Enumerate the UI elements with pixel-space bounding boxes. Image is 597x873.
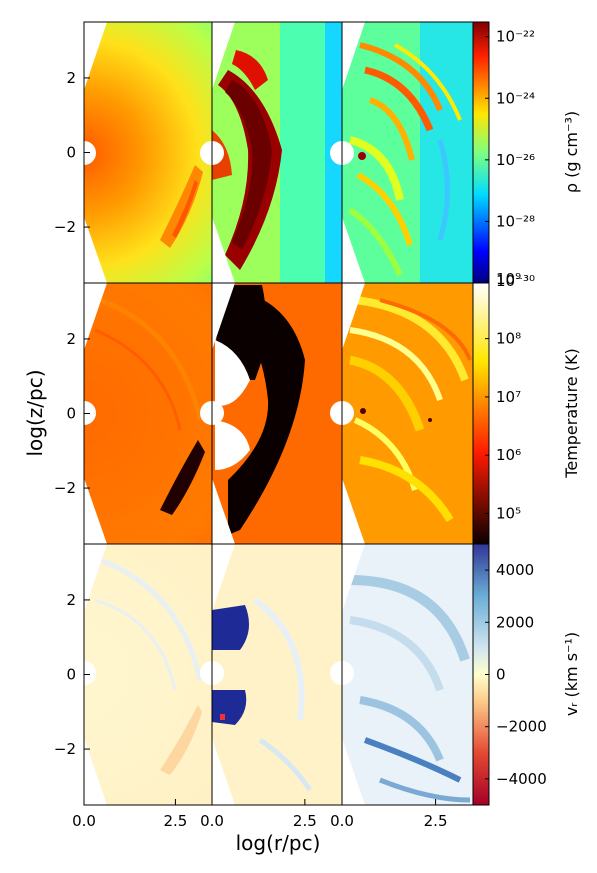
y-tick-label: −2: [54, 740, 76, 758]
colorbar-tick-label: 0: [496, 666, 506, 684]
colorbars: [472, 21, 490, 806]
y-tick-label: 0: [66, 405, 76, 423]
y-tick-label: 0: [66, 144, 76, 162]
x-axis-label: log(r/pc): [236, 831, 321, 855]
colorbar-tick-label: 10⁻²⁴: [496, 89, 535, 107]
y-tick-label: 2: [66, 591, 76, 609]
panel-velocity-1: [84, 544, 212, 805]
y-tick-label: 2: [66, 69, 76, 87]
panel-density-1: [84, 22, 212, 283]
colorbar-tick-label: 10⁻²⁸: [496, 212, 535, 230]
colorbar-temperature: [472, 282, 490, 545]
panel-temperature-2: [200, 283, 342, 544]
y-axis-label: log(z/pc): [23, 369, 47, 456]
colorbar-tick-label: 2000: [496, 613, 534, 631]
colorbar-tick-label: −2000: [496, 718, 547, 736]
colorbar-tick-label: 10⁵: [496, 505, 521, 523]
colorbar-top-label: 10⁹: [496, 270, 521, 288]
x-tick-label: 0.0: [72, 812, 96, 830]
colorbar-tick-label: −4000: [496, 770, 547, 788]
panel-temperature-1: [84, 283, 212, 544]
x-tick-label: 0.0: [330, 812, 354, 830]
colorbar-tick-label: 10⁷: [496, 388, 521, 406]
colorbar-label-temperature: Temperature (K): [562, 348, 581, 478]
panel-velocity-2: [200, 544, 342, 805]
panel-velocity-3: [330, 544, 473, 805]
colorbar-density: [472, 21, 490, 284]
x-tick-label: 2.5: [163, 812, 187, 830]
x-tick-label: 2.5: [424, 812, 448, 830]
colorbar-label-density: ρ (g cm⁻³): [562, 111, 581, 193]
colorbar-tick-label: 10⁻²²: [496, 28, 535, 46]
x-tick-label: 0.0: [200, 812, 224, 830]
axis-ticks: 0.0 2.5 0.0 2.5 0.0 2.5 2 0 −2 2 0 −2 2 0 −2: [54, 69, 448, 830]
colorbar-tick-label: 10⁶: [496, 446, 521, 464]
row-temperature: [84, 283, 473, 544]
y-tick-label: 2: [66, 330, 76, 348]
colorbar-label-velocity: vᵣ (km s⁻¹): [562, 632, 581, 716]
y-tick-label: −2: [54, 479, 76, 497]
panel-temperature-3: [330, 283, 473, 544]
y-tick-label: −2: [54, 218, 76, 236]
y-tick-label: 0: [66, 666, 76, 684]
row-density: [84, 22, 473, 283]
row-velocity: [84, 544, 473, 805]
colorbar-tick-label: 10⁻²⁶: [496, 151, 535, 169]
x-tick-label: 2.5: [293, 812, 317, 830]
panel-density-3: [330, 22, 473, 283]
colorbar-tick-label: 10⁻³⁰: [496, 272, 535, 290]
colorbar-tick-label: 4000: [496, 561, 534, 579]
colorbar-tick-label: 10⁸: [496, 330, 521, 348]
